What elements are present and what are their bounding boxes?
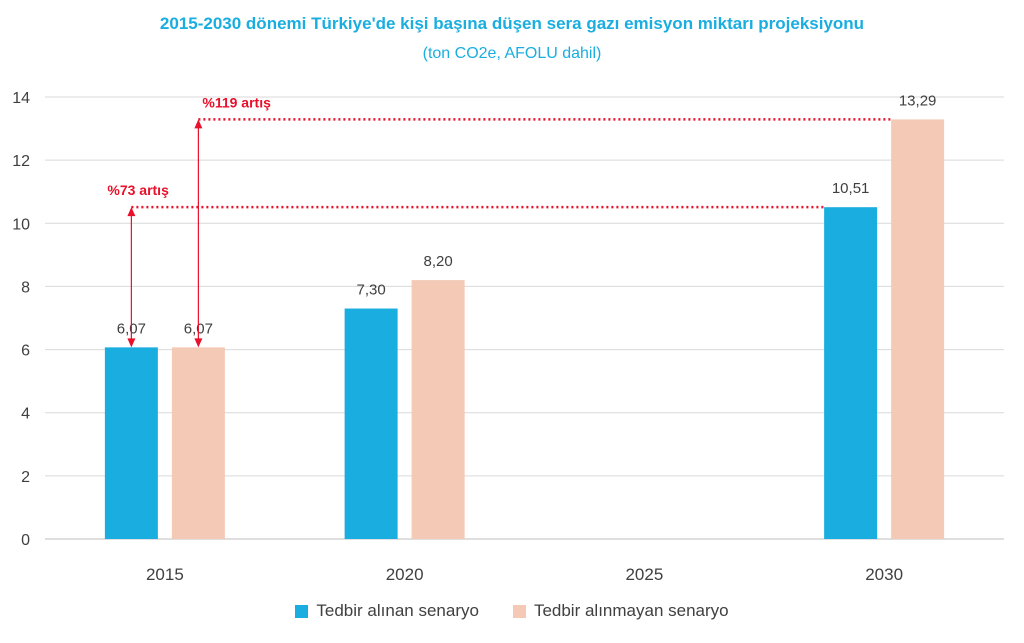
y-tick-label-14: 14 [12, 90, 30, 107]
y-tick-label-12: 12 [12, 153, 30, 170]
chart-subtitle: (ton CO2e, AFOLU dahil) [422, 45, 602, 62]
legend-swatch-series-2 [512, 604, 526, 618]
bar-series-1-2015 [104, 347, 158, 539]
bar-series-2-2015 [171, 347, 225, 539]
legend-item-series-1: Tedbir alınan senaryo [295, 601, 479, 621]
annotation-arrowhead-down-1 [127, 338, 136, 348]
legend-label-series-2: Tedbir alınmayan senaryo [533, 601, 729, 620]
legend-item-series-2: Tedbir alınmayan senaryo [512, 601, 729, 621]
data-label-series-1-2030: 10,51 [832, 180, 870, 197]
bar-series-1-2020 [344, 308, 398, 539]
y-tick-label-8: 8 [21, 279, 30, 296]
y-tick-label-2: 2 [21, 469, 30, 486]
x-tick-label-2020: 2020 [386, 565, 424, 584]
bar-series-2-2030 [891, 119, 945, 539]
bar-series-1-2030 [824, 207, 878, 540]
data-label-series-1-2020: 7,30 [357, 282, 386, 299]
bar-series-2-2020 [411, 280, 465, 539]
annotation-arrowhead-up-2 [194, 119, 203, 129]
x-tick-label-2030: 2030 [865, 565, 903, 584]
x-tick-label-2015: 2015 [146, 565, 184, 584]
legend-swatch-series-1 [295, 604, 309, 618]
y-tick-label-10: 10 [12, 216, 30, 233]
x-tick-label-2025: 2025 [625, 565, 663, 584]
annotation-label-1: %73 artış [107, 182, 169, 198]
legend-label-series-1: Tedbir alınan senaryo [316, 601, 479, 620]
annotation-arrowhead-down-2 [194, 338, 203, 348]
data-label-series-2-2030: 13,29 [899, 92, 937, 109]
chart-title: 2015-2030 dönemi Türkiye'de kişi başına … [159, 14, 865, 33]
y-tick-label-6: 6 [21, 343, 30, 360]
legend: Tedbir alınan senaryo Tedbir alınmayan s… [0, 601, 1024, 621]
y-tick-label-4: 4 [21, 406, 30, 423]
data-label-series-2-2020: 8,20 [424, 253, 453, 270]
annotation-arrowhead-up-1 [127, 207, 136, 217]
y-tick-label-0: 0 [21, 532, 30, 549]
annotation-label-2: %119 artış [202, 94, 271, 110]
